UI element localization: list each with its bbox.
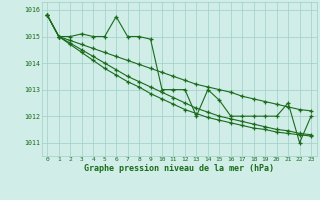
X-axis label: Graphe pression niveau de la mer (hPa): Graphe pression niveau de la mer (hPa) bbox=[84, 164, 274, 173]
